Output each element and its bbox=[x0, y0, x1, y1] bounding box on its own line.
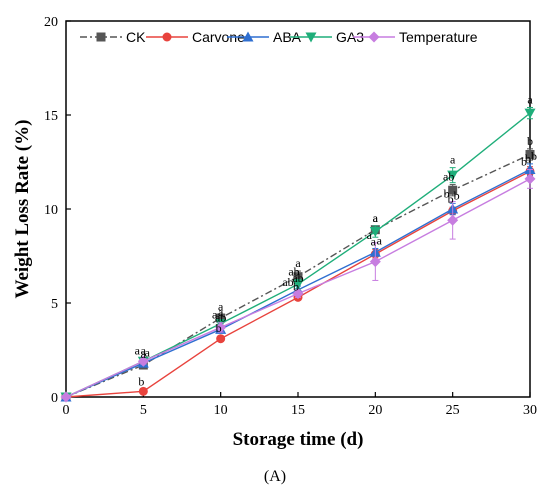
significance-letter: a bbox=[135, 343, 141, 357]
marker-diamond bbox=[137, 355, 149, 367]
significance-letter: b bbox=[448, 192, 454, 206]
series-ga3 bbox=[60, 106, 536, 403]
significance-letter: b bbox=[521, 155, 527, 169]
significance-letter: a bbox=[373, 211, 379, 225]
significance-letter: a bbox=[145, 345, 151, 359]
marker-diamond bbox=[369, 256, 381, 268]
caption-text: (A) bbox=[263, 468, 287, 485]
y-tick-label: 10 bbox=[44, 203, 58, 218]
series-layer bbox=[60, 106, 536, 403]
legend-item-ga3: GA3 bbox=[290, 29, 364, 45]
legend-item-ck: CK bbox=[80, 29, 146, 45]
significance-letter: b bbox=[454, 188, 460, 202]
legend-item-aba: ABA bbox=[227, 29, 302, 45]
marker-triangle-up bbox=[242, 31, 254, 42]
significance-letter: a bbox=[377, 233, 383, 247]
marker-circle bbox=[162, 32, 172, 42]
marker-triangle-down bbox=[524, 108, 536, 119]
x-tick-label: 25 bbox=[446, 403, 460, 418]
y-axis-title: Weight Loss Rate (%) bbox=[12, 120, 33, 299]
legend-label: GA3 bbox=[336, 29, 364, 45]
marker-diamond bbox=[292, 288, 304, 300]
legend-label: Carvone bbox=[192, 29, 245, 45]
significance-letter: a bbox=[218, 305, 224, 319]
marker-diamond bbox=[60, 391, 72, 403]
significance-letter: ab bbox=[215, 311, 226, 325]
x-tick-label: 20 bbox=[368, 403, 382, 418]
marker-triangle-down bbox=[305, 32, 317, 43]
significance-letter: a bbox=[212, 308, 218, 322]
marker-triangle-down bbox=[447, 170, 459, 181]
significance-letter: a bbox=[218, 299, 224, 313]
significance-letter: a bbox=[141, 343, 147, 357]
significance-letter: ab bbox=[288, 265, 299, 279]
x-tick-label: 30 bbox=[523, 403, 537, 418]
significance-letter: ab bbox=[443, 170, 454, 184]
y-tick-label: 20 bbox=[44, 15, 58, 30]
significance-letter: b bbox=[293, 280, 299, 294]
significance-letter: ab bbox=[282, 275, 293, 289]
significance-letter: b bbox=[527, 134, 533, 148]
significance-letter: a bbox=[373, 211, 379, 225]
marker-circle bbox=[138, 386, 148, 396]
axes: 0 5 10 15 20 25 30 0 5 10 15 20 bbox=[44, 15, 537, 418]
x-tick-label: 10 bbox=[214, 403, 228, 418]
x-tick-label: 0 bbox=[63, 403, 70, 418]
legend-item-temperature: Temperature bbox=[353, 29, 478, 45]
marker-square bbox=[448, 185, 458, 195]
significance-letter: a bbox=[527, 92, 533, 106]
significance-letter: a bbox=[367, 228, 373, 242]
legend-label: ABA bbox=[273, 29, 302, 45]
legend-label: CK bbox=[126, 29, 146, 45]
plot-frame bbox=[65, 20, 531, 398]
marker-triangle-down bbox=[292, 279, 304, 290]
figure-caption: (A) bbox=[0, 468, 550, 486]
series-temperature bbox=[60, 169, 536, 403]
marker-triangle-down bbox=[369, 227, 381, 238]
significance-letter: a bbox=[141, 347, 147, 361]
significance-letter: b bbox=[525, 152, 531, 166]
significance-letter: ab bbox=[292, 271, 303, 285]
legend-item-carvone: Carvone bbox=[146, 29, 245, 45]
marker-diamond bbox=[524, 173, 536, 185]
y-tick-label: 0 bbox=[51, 391, 58, 406]
marker-square bbox=[96, 32, 106, 42]
x-tick-label: 15 bbox=[291, 403, 305, 418]
significance-letter: a bbox=[371, 234, 377, 248]
significance-letter: b bbox=[531, 149, 537, 163]
x-tick-label: 5 bbox=[140, 403, 147, 418]
marker-square bbox=[293, 272, 303, 282]
marker-square bbox=[525, 149, 535, 159]
y-tick-label: 5 bbox=[51, 297, 58, 312]
significance-letter: a bbox=[295, 256, 301, 270]
significance-letter: b bbox=[216, 321, 222, 335]
significance-letter: b bbox=[444, 186, 450, 200]
marker-diamond bbox=[368, 31, 380, 43]
legend: CK Carvone ABA GA3 Temperature bbox=[80, 29, 478, 45]
y-tick-label: 15 bbox=[44, 109, 58, 124]
legend-label: Temperature bbox=[399, 29, 478, 45]
marker-diamond bbox=[447, 214, 459, 226]
x-axis-title: Storage time (d) bbox=[233, 429, 364, 450]
marker-square bbox=[216, 313, 226, 323]
marker-circle bbox=[216, 334, 226, 344]
marker-diamond bbox=[215, 321, 227, 333]
significance-letter: b bbox=[138, 374, 144, 388]
significance-letter: a bbox=[450, 153, 456, 167]
